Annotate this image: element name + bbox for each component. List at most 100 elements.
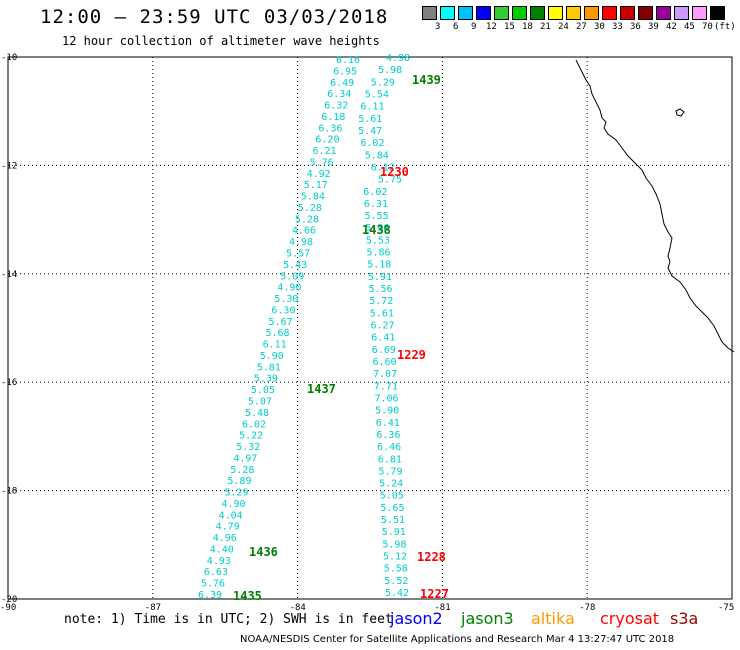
wave-height-value: 5.09	[280, 271, 304, 282]
pass-time-label: 1227	[420, 587, 449, 601]
latitude-label: -14	[1, 270, 17, 280]
wave-height-value: 5.90	[260, 351, 284, 362]
longitude-label: -75	[718, 603, 734, 613]
wave-height-value: 5.65	[380, 503, 404, 514]
wave-height-value: 5.90	[375, 406, 399, 417]
wave-height-value: 4.04	[219, 510, 243, 521]
wave-height-value: 6.60	[373, 357, 397, 368]
wave-height-value: 5.28	[295, 214, 319, 225]
wave-height-value: 5.91	[368, 272, 392, 283]
wave-height-value: 6.36	[318, 123, 342, 134]
wave-height-value: 5.18	[367, 260, 391, 271]
wave-height-value: 6.46	[377, 442, 401, 453]
wave-height-value: 5.76	[201, 579, 225, 590]
legend-label: 21	[540, 22, 551, 32]
legend-swatch	[530, 6, 545, 20]
legend-swatch	[476, 6, 491, 20]
pass-time-label: 1230	[380, 165, 409, 179]
wave-height-value: 5.51	[381, 515, 405, 526]
legend-label: 18	[522, 22, 533, 32]
wave-height-value: 5.91	[382, 527, 406, 538]
wave-height-value: 4.98	[289, 237, 313, 248]
wave-height-value: 5.55	[365, 211, 389, 222]
wave-height-value: 5.58	[384, 564, 408, 575]
latitude-label: -10	[1, 53, 17, 63]
map-subtitle: 12 hour collection of altimeter wave hei…	[62, 34, 380, 48]
satellite-label: s3a	[670, 609, 699, 628]
wave-height-value: 4.90	[222, 499, 246, 510]
legend-swatch	[620, 6, 635, 20]
legend-label: 30	[594, 22, 605, 32]
longitude-label: -78	[579, 603, 595, 613]
wave-height-value: 7.07	[373, 369, 397, 380]
wave-height-value: 5.42	[385, 588, 409, 599]
pass-time-label: 1436	[249, 545, 278, 559]
wave-height-value: 5.98	[382, 539, 406, 550]
wave-height-value: 6.39	[198, 590, 222, 601]
legend-label: 3	[435, 22, 441, 32]
wave-height-value: 4.96	[213, 533, 237, 544]
wave-height-value: 5.07	[248, 397, 272, 408]
legend-swatch	[440, 6, 455, 20]
wave-height-value: 6.63	[204, 567, 228, 578]
wave-height-value: 5.52	[384, 576, 408, 587]
wave-height-value: 5.17	[304, 180, 328, 191]
wave-height-value: 6.49	[330, 78, 354, 89]
wave-height-value: 4.97	[233, 453, 257, 464]
wave-height-value: 5.48	[245, 408, 269, 419]
satellite-label: jason2	[390, 609, 443, 628]
satellite-label: jason3	[461, 609, 514, 628]
wave-height-value: 5.81	[257, 362, 281, 373]
wave-height-value: 6.11	[263, 340, 287, 351]
coastline	[575, 59, 735, 353]
wave-height-value: 5.47	[358, 126, 382, 137]
pass-time-label: 1439	[412, 73, 441, 87]
legend-swatch	[710, 6, 725, 20]
legend-label: 27	[576, 22, 587, 32]
wave-height-value: 4.90	[277, 283, 301, 294]
wave-height-value: 5.84	[301, 192, 325, 203]
longitude-label: -81	[434, 603, 450, 613]
legend-label: 9	[471, 22, 477, 32]
wave-height-value: 4.98	[386, 53, 410, 64]
legend-label: 42	[666, 22, 677, 32]
time-labels: 1439 1230 1438 1229 1437 1436 1228 1435 1227	[233, 73, 449, 603]
latitude-label: -16	[1, 378, 17, 388]
wave-height-value: 6.02	[242, 419, 266, 430]
wave-height-value: 5.05	[380, 491, 404, 502]
wave-height-value: 4.92	[307, 169, 331, 180]
legend-label: 45	[684, 22, 695, 32]
legend-label: 33	[612, 22, 623, 32]
latitude-label: -20	[1, 595, 17, 605]
legend-swatch	[494, 6, 509, 20]
wave-height-value: 6.41	[371, 333, 395, 344]
wave-height-value: 5.05	[251, 385, 275, 396]
wave-height-value: 4.40	[210, 545, 234, 556]
legend-label: 24	[558, 22, 569, 32]
wave-height-value: 6.02	[360, 138, 384, 149]
legend-swatch	[512, 6, 527, 20]
wave-height-value: 5.24	[379, 479, 403, 490]
island	[675, 108, 685, 117]
wave-height-value: 6.31	[364, 199, 388, 210]
note-text: note: 1) Time is in UTC; 2) SWH is in fe…	[64, 612, 393, 627]
wave-height-value: 6.18	[321, 112, 345, 123]
legend-label: (ft)	[714, 22, 736, 32]
wave-height-value: 6.81	[378, 454, 402, 465]
footer-credit: NOAA/NESDIS Center for Satellite Applica…	[240, 634, 675, 645]
wave-height-value: 5.28	[230, 465, 254, 476]
wave-height-value: 5.12	[383, 552, 407, 563]
legend-label: 39	[648, 22, 659, 32]
legend-label: 70	[702, 22, 713, 32]
pass-time-label: 1437	[307, 382, 336, 396]
wave-height-value: 6.12	[371, 162, 395, 173]
wave-height-value: 6.41	[376, 418, 400, 429]
pass-time-label: 1438	[362, 223, 391, 237]
legend-swatch	[548, 6, 563, 20]
pass-time-label: 1435	[233, 589, 262, 603]
wave-height-value: 5.72	[369, 296, 393, 307]
pass-time-label: 1228	[417, 550, 446, 564]
legend-swatch	[458, 6, 473, 20]
wave-height-value: 7.71	[374, 381, 398, 392]
